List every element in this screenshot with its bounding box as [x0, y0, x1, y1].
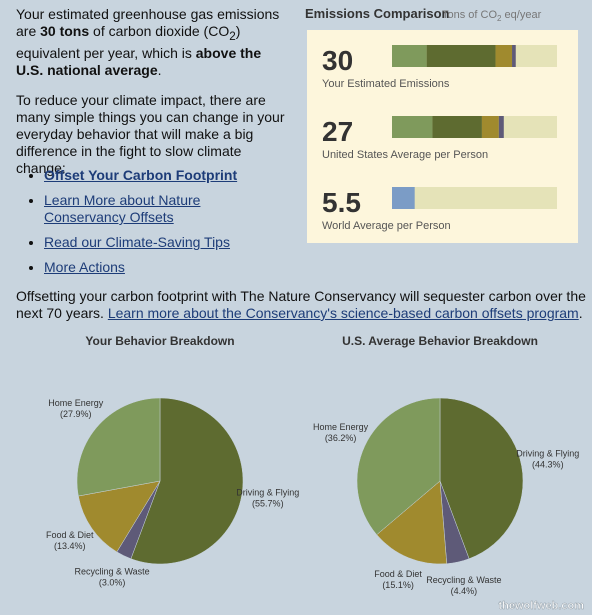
bar-segment — [498, 116, 504, 138]
chart-title: Emissions Comparison — [305, 6, 450, 21]
slice-value: (13.4%) — [54, 541, 86, 551]
paragraph: To reduce your climate impact, there are… — [16, 92, 285, 176]
bar-segment — [512, 45, 516, 67]
pie-slice — [376, 480, 448, 565]
slice-value: (3.0%) — [99, 578, 126, 588]
intro-text: . — [157, 61, 162, 78]
slice-value: (4.4%) — [451, 586, 478, 596]
chart-title: Your Behavior Breakdown — [85, 334, 234, 348]
intro-bold: above the U.S. national average — [16, 44, 262, 78]
slice-label: Food & Diet — [46, 530, 94, 540]
subtitle-part: Tons of CO — [442, 9, 497, 21]
total-label: 27 — [322, 116, 353, 147]
bar-track — [392, 187, 557, 209]
bar-segment — [432, 116, 482, 138]
slice-label: Home Energy — [313, 422, 369, 432]
bar-label: Your Estimated Emissions — [322, 78, 450, 90]
footer-text: Offsetting your carbon footprint with Th… — [16, 288, 586, 321]
intro-text: Your estimated greenhouse gas emissions … — [16, 6, 280, 39]
slice-label: Food & Diet — [374, 569, 422, 579]
chart-subtitle: Tons of CO2 eq/year — [442, 9, 542, 23]
intro: Your estimated greenhouse gas emissions … — [16, 6, 291, 79]
bar-segment — [481, 116, 499, 138]
intro-bold: 30 tons — [40, 23, 90, 39]
pie-slice — [130, 397, 244, 565]
link[interactable]: Learn More about Nature Conservancy Offs… — [44, 192, 201, 225]
subtitle-part: eq/year — [501, 9, 541, 21]
link[interactable]: Learn more about the Conservancy's scien… — [107, 305, 579, 321]
footer: Offsetting your carbon footprint with Th… — [16, 288, 586, 322]
subtitle-sub: 2 — [497, 14, 502, 23]
link-list: Offset Your Carbon Footprint Learn More … — [16, 167, 286, 284]
bar-label: United States Average per Person — [322, 149, 488, 161]
total-label: 5.5 — [322, 187, 361, 218]
intro-text: of carbon dioxide (CO — [89, 23, 230, 39]
bar-segment — [392, 45, 427, 67]
slice-label: Recycling & Waste — [75, 567, 150, 577]
bar-label: World Average per Person — [322, 220, 451, 232]
slice-value: (36.2%) — [325, 433, 357, 443]
link[interactable]: Read our Climate-Saving Tips — [44, 234, 230, 250]
intro-sub: 2 — [229, 29, 236, 43]
slice-value: (15.1%) — [382, 580, 414, 590]
pie-slice — [439, 397, 524, 560]
bar-segment — [392, 116, 433, 138]
intro-text: ) equivalent per year, which is — [16, 23, 241, 61]
bar-segment — [392, 187, 415, 209]
slice-label: Driving & Flying — [236, 488, 299, 498]
link[interactable]: Offset Your Carbon Footprint — [44, 167, 238, 183]
slice-value: (55.7%) — [252, 499, 284, 509]
pie-slice — [356, 397, 441, 536]
slice-value: (27.9%) — [60, 409, 92, 419]
watermark: thewolfweb.com — [498, 600, 584, 612]
slice-label: Home Energy — [48, 398, 104, 408]
bar-segment — [495, 45, 513, 67]
slice-label: Driving & Flying — [516, 448, 579, 458]
slice-label: Recycling & Waste — [426, 575, 501, 585]
total-label: 30 — [322, 45, 353, 76]
footer-text: . — [578, 305, 583, 321]
slice-value: (44.3%) — [532, 459, 564, 469]
chart-title: U.S. Average Behavior Breakdown — [342, 334, 538, 348]
pie-slice — [78, 480, 161, 553]
pie-slice — [76, 397, 161, 497]
bar-segment — [426, 45, 496, 67]
link[interactable]: More Actions — [44, 259, 125, 275]
